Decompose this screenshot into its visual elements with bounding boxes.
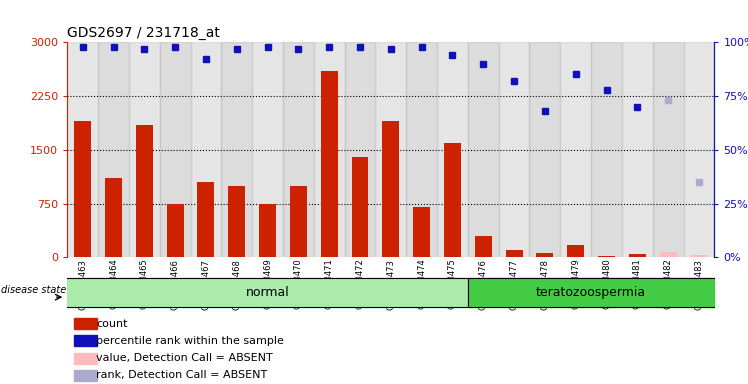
Bar — [252, 42, 283, 257]
Bar — [444, 142, 461, 257]
Bar — [98, 42, 129, 257]
Bar — [160, 42, 191, 257]
Bar — [345, 42, 375, 257]
Bar — [136, 125, 153, 257]
Bar — [67, 278, 468, 307]
Bar — [560, 42, 591, 257]
Bar — [382, 121, 399, 257]
Bar — [690, 255, 708, 257]
Bar — [413, 207, 430, 257]
Text: percentile rank within the sample: percentile rank within the sample — [96, 336, 284, 346]
Bar — [499, 42, 530, 257]
Bar — [321, 71, 337, 257]
Bar — [259, 204, 276, 257]
Bar — [74, 353, 97, 364]
Bar — [567, 245, 584, 257]
Bar — [475, 236, 491, 257]
Text: GDS2697 / 231718_at: GDS2697 / 231718_at — [67, 26, 220, 40]
Bar — [228, 185, 245, 257]
Bar — [622, 42, 653, 257]
Bar — [290, 185, 307, 257]
Bar — [197, 182, 215, 257]
Bar — [167, 204, 183, 257]
Bar — [74, 121, 91, 257]
Bar — [67, 42, 98, 257]
Bar — [74, 370, 97, 381]
Bar — [314, 42, 345, 257]
Text: disease state: disease state — [1, 285, 67, 295]
Bar — [653, 42, 684, 257]
Bar — [530, 42, 560, 257]
Text: normal: normal — [245, 286, 289, 299]
Bar — [283, 42, 314, 257]
Text: value, Detection Call = ABSENT: value, Detection Call = ABSENT — [96, 353, 273, 363]
Bar — [598, 256, 615, 257]
Bar — [191, 42, 221, 257]
Text: rank, Detection Call = ABSENT: rank, Detection Call = ABSENT — [96, 370, 268, 381]
Bar — [352, 157, 369, 257]
Bar — [506, 250, 523, 257]
Bar — [468, 42, 499, 257]
Text: count: count — [96, 318, 128, 329]
Bar — [660, 252, 677, 257]
Bar — [129, 42, 160, 257]
Bar — [406, 42, 437, 257]
Bar — [74, 318, 97, 329]
Bar — [105, 179, 122, 257]
Bar — [536, 253, 554, 257]
Bar — [591, 42, 622, 257]
Bar — [375, 42, 406, 257]
Bar — [74, 335, 97, 346]
Bar — [221, 42, 252, 257]
Bar — [629, 254, 646, 257]
Text: teratozoospermia: teratozoospermia — [536, 286, 646, 299]
Bar — [437, 42, 468, 257]
Bar — [684, 42, 714, 257]
Bar — [468, 278, 714, 307]
